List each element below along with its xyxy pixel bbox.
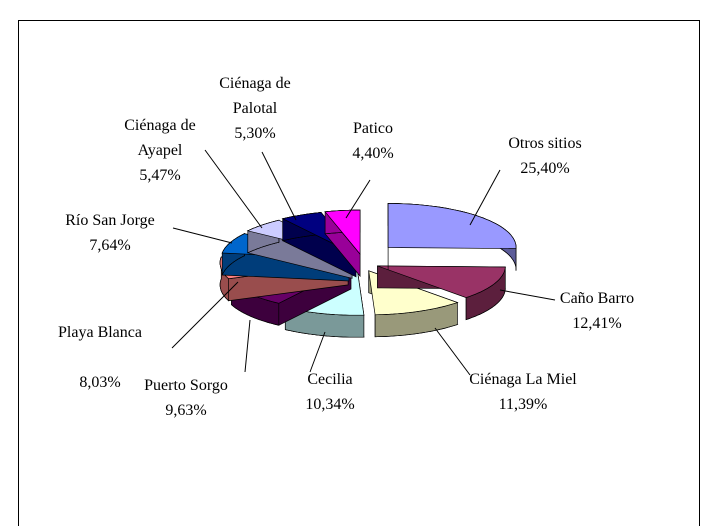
slice <box>377 265 506 298</box>
data-label-value: 5,47% <box>139 167 180 184</box>
data-label-name: Puerto Sorgo <box>144 377 228 394</box>
leader-line <box>345 179 371 219</box>
leader-line <box>261 151 297 221</box>
data-label-value: 12,41% <box>572 315 621 332</box>
data-label-value: 7,64% <box>89 237 130 254</box>
data-label-name: Cecilia <box>307 371 352 388</box>
leader-line <box>309 331 326 373</box>
leader-line <box>171 281 239 349</box>
data-label-name: Ciénaga La Miel <box>469 371 577 388</box>
data-label-value: 25,40% <box>520 160 569 177</box>
data-label-name: Ciénaga de Palotal <box>219 75 291 117</box>
data-label-value: 11,39% <box>499 396 548 413</box>
leader-line <box>244 319 251 373</box>
data-label-name: Caño Barro <box>560 290 634 307</box>
data-label-value: 5,30% <box>234 125 275 142</box>
leader-line <box>469 169 501 226</box>
data-label-name: Ciénaga de Ayapel <box>124 117 196 159</box>
leader-line <box>172 227 233 244</box>
data-label-value: 4,40% <box>352 145 393 162</box>
slice <box>324 209 361 256</box>
slice <box>387 203 517 249</box>
data-label-value: 8,03% <box>79 374 120 391</box>
data-label-value: 9,63% <box>165 402 206 419</box>
data-label-name: Patico <box>353 120 393 137</box>
data-label-name: Río San Jorge <box>65 212 154 229</box>
data-label-name: Playa Blanca <box>58 324 142 341</box>
pie <box>219 203 517 338</box>
data-label-value: 10,34% <box>305 396 354 413</box>
leader-line <box>499 289 556 301</box>
data-label-name: Otros sitios <box>508 135 581 152</box>
labels: Otros sitios 25,40% Caño Barro 12,41% Ciénag… <box>58 75 634 419</box>
leader-line <box>434 327 471 376</box>
leader-line <box>204 149 263 229</box>
